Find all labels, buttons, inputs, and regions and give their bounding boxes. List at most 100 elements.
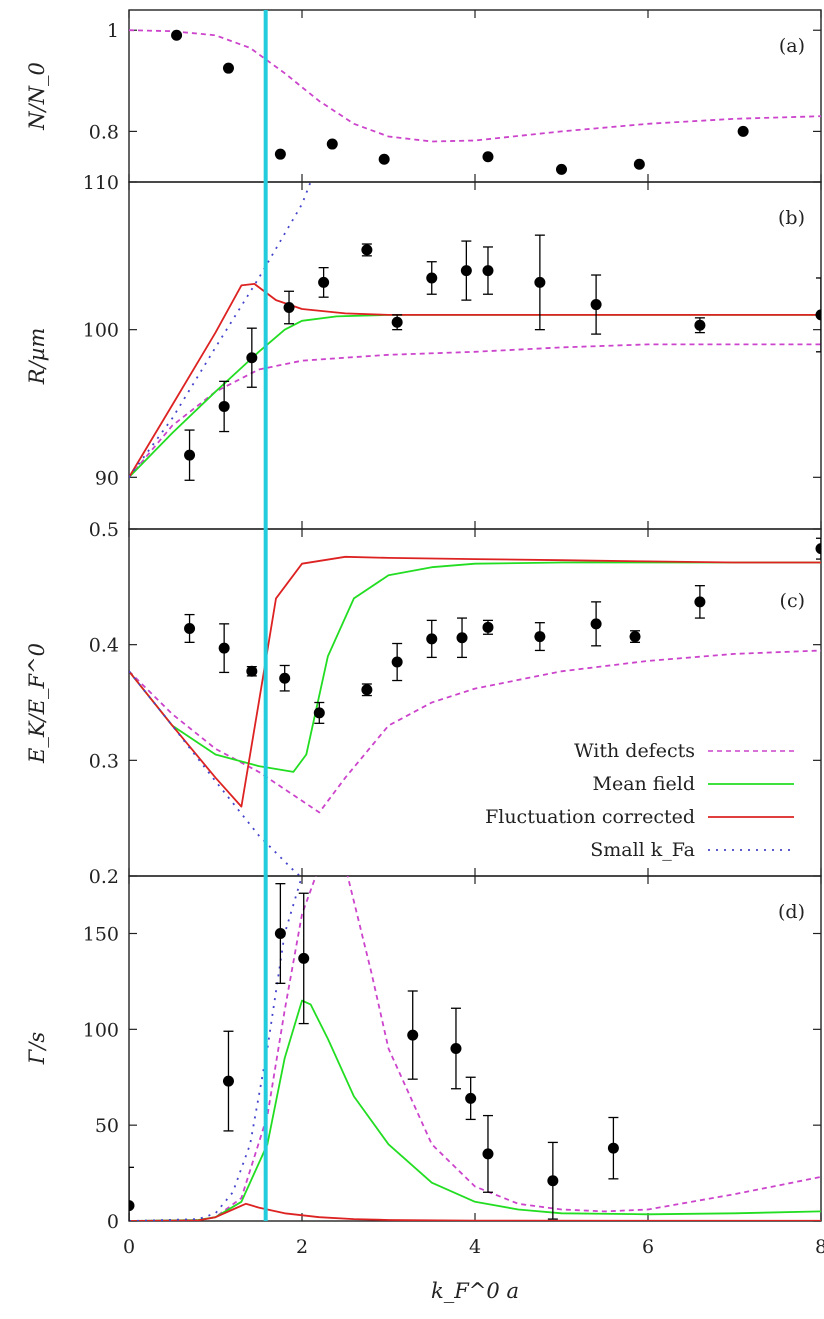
- data-point-a: [171, 29, 183, 41]
- panel-tag-d: (d): [778, 901, 805, 923]
- series-line-mean-field-b: [129, 313, 821, 478]
- y-tick-label-a: 0.8: [89, 121, 119, 143]
- legend-label-with-defects: With defects: [574, 740, 695, 762]
- y-tick-label-c: 0.3: [89, 750, 119, 772]
- data-point-d: [298, 952, 310, 964]
- series-line-fluct-c: [129, 555, 821, 808]
- plot-frame-c: [128, 528, 822, 877]
- plot-frame-d: [128, 875, 822, 1222]
- data-point-a: [378, 153, 390, 165]
- data-point-b: [460, 265, 472, 277]
- series-line-with-defects-d: [129, 876, 821, 1221]
- data-point-d: [547, 1175, 559, 1187]
- data-point-c: [313, 707, 325, 719]
- data-point-b: [694, 319, 706, 331]
- x-tick-label: 6: [642, 1236, 654, 1258]
- y-tick-label-d: 150: [83, 924, 119, 946]
- data-point-c: [534, 631, 546, 643]
- data-point-b: [246, 352, 258, 364]
- y-tick-label-a: 1: [107, 20, 119, 42]
- x-tick-label: 2: [296, 1236, 308, 1258]
- y-axis-label-c: E_K/E_F^0: [25, 643, 49, 764]
- y-tick-label-b: 90: [95, 467, 119, 489]
- y-tick-label-c: 0.5: [89, 519, 119, 541]
- data-point-c: [426, 633, 438, 645]
- data-point-c: [815, 543, 821, 555]
- y-axis-label-d: Γ/s: [25, 1032, 49, 1066]
- data-point-b: [815, 309, 821, 321]
- x-axis-label: k_F^0 a: [431, 1279, 519, 1303]
- data-point-c: [629, 631, 641, 643]
- plot-area-b: [129, 182, 821, 481]
- data-point-c: [279, 672, 291, 684]
- legend-label-fluct: Fluctuation corrected: [485, 806, 695, 828]
- data-point-d: [407, 1029, 419, 1041]
- series-line-with-defects-b: [129, 343, 821, 478]
- data-point-c: [361, 684, 373, 696]
- x-tick-label: 8: [815, 1236, 824, 1258]
- data-point-b: [391, 316, 403, 328]
- data-point-c: [482, 621, 494, 633]
- panel-tag-a: (a): [779, 35, 805, 57]
- legend-label-mean-field: Mean field: [593, 773, 695, 795]
- x-tick-label: 0: [123, 1236, 135, 1258]
- data-point-d: [450, 1043, 462, 1054]
- data-point-b: [184, 449, 196, 461]
- plot-frame-b: [128, 181, 822, 530]
- data-point-b: [590, 299, 602, 311]
- data-point-a: [556, 163, 567, 175]
- y-tick-label-c: 0.4: [89, 635, 119, 657]
- data-point-c: [456, 632, 468, 644]
- data-point-c: [246, 665, 258, 677]
- data-point-c: [694, 596, 706, 608]
- y-tick-label-d: 50: [95, 1115, 119, 1137]
- series-line-small-kfa-c: [129, 670, 302, 876]
- data-point-d: [222, 1075, 234, 1087]
- series-line-with-defects-c: [129, 649, 821, 814]
- data-point-a: [737, 125, 749, 137]
- y-axis-label-a: N/N_0: [25, 62, 49, 131]
- data-point-a: [222, 62, 234, 74]
- y-tick-label-d: 100: [83, 1019, 119, 1041]
- data-point-b: [482, 265, 494, 277]
- data-point-d: [482, 1148, 494, 1160]
- data-point-c: [391, 656, 403, 668]
- plot-area-a: [129, 29, 821, 175]
- data-point-d: [274, 928, 286, 939]
- data-point-a: [482, 151, 494, 163]
- data-point-d: [129, 1200, 135, 1212]
- legend: With defects Mean field Fluctuation corr…: [485, 740, 794, 861]
- data-point-c: [590, 618, 602, 630]
- series-line-fluct-b: [129, 282, 821, 478]
- data-point-b: [218, 400, 230, 412]
- series-line-small-kfa-d: [129, 876, 303, 1221]
- series-line-with-defects-a: [129, 29, 821, 143]
- plot-area-d: [129, 876, 821, 1221]
- y-axis-label-b: R/µm: [25, 328, 49, 385]
- series-line-fluct-d: [129, 1202, 821, 1221]
- data-point-b: [534, 276, 546, 288]
- x-tick-label: 4: [469, 1236, 481, 1258]
- panels-layer: 1 0.8 110 100 90 0.5 0.4 0.3 0.2 150 100 50 00 2 4 6 8: [83, 9, 824, 1258]
- data-point-b: [361, 244, 373, 256]
- panel-tag-b: (b): [778, 207, 805, 229]
- data-point-b: [318, 276, 330, 288]
- data-point-b: [283, 302, 295, 314]
- data-point-d: [465, 1092, 477, 1104]
- data-point-d: [607, 1142, 619, 1154]
- panel-tag-c: (c): [780, 590, 805, 612]
- data-point-a: [633, 158, 645, 170]
- data-point-a: [274, 148, 286, 160]
- legend-label-small-kfa: Small k_Fa: [590, 839, 695, 861]
- data-point-b: [426, 272, 438, 284]
- data-point-a: [326, 138, 338, 150]
- plot-area-c: [129, 537, 821, 876]
- y-tick-label-c: 0.2: [89, 866, 119, 888]
- series-line-mean-field-c: [129, 561, 821, 773]
- series-line-mean-field-d: [129, 999, 821, 1221]
- y-tick-label-b: 110: [83, 172, 119, 194]
- data-point-c: [218, 642, 230, 654]
- data-point-c: [184, 622, 196, 634]
- plot-frame-a: [128, 9, 822, 183]
